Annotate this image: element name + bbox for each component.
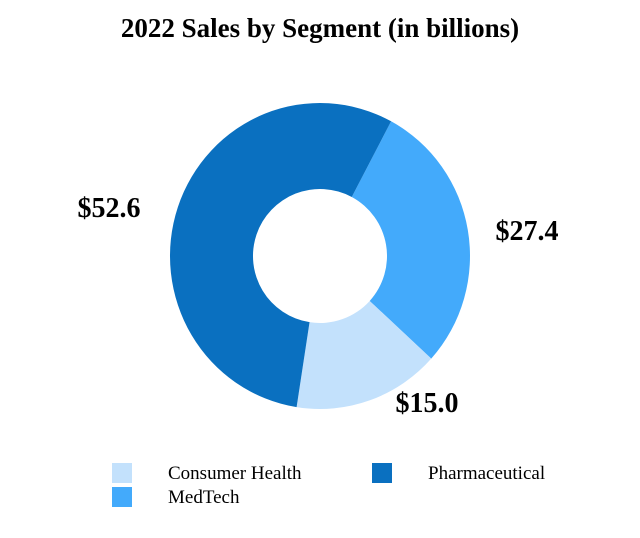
donut-slice-medtech xyxy=(351,121,470,359)
donut-slice-consumer-health xyxy=(296,300,432,410)
data-label-medtech: $27.4 xyxy=(495,216,559,247)
chart-title: 2022 Sales by Segment (in billions) xyxy=(120,13,520,43)
donut-slice-pharmaceutical xyxy=(169,103,392,408)
data-label-pharmaceutical: $52.6 xyxy=(77,193,141,224)
data-label-consumer-health: $15.0 xyxy=(395,388,459,419)
